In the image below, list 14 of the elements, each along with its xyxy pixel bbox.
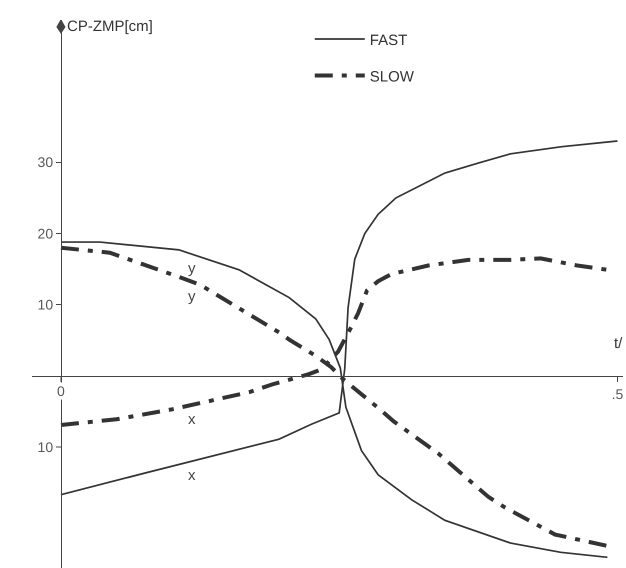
y-axis-title: CP-ZMP[cm]: [67, 18, 153, 35]
y-tick-label: 10: [38, 438, 54, 455]
x-tick-label: 0: [57, 383, 65, 399]
annotation: y: [188, 260, 196, 277]
legend-label: FAST: [370, 32, 408, 49]
annotation: x: [188, 411, 196, 428]
annotation: y: [188, 288, 196, 305]
y-tick-label: 20: [38, 225, 54, 242]
annotation: x: [188, 467, 196, 484]
y-tick-label: 10: [38, 296, 54, 313]
x-tick-label: .5: [612, 386, 624, 402]
x-axis-title: t/: [614, 335, 624, 352]
legend-label: SLOW: [370, 68, 415, 86]
y-tick-label: 30: [38, 154, 54, 170]
